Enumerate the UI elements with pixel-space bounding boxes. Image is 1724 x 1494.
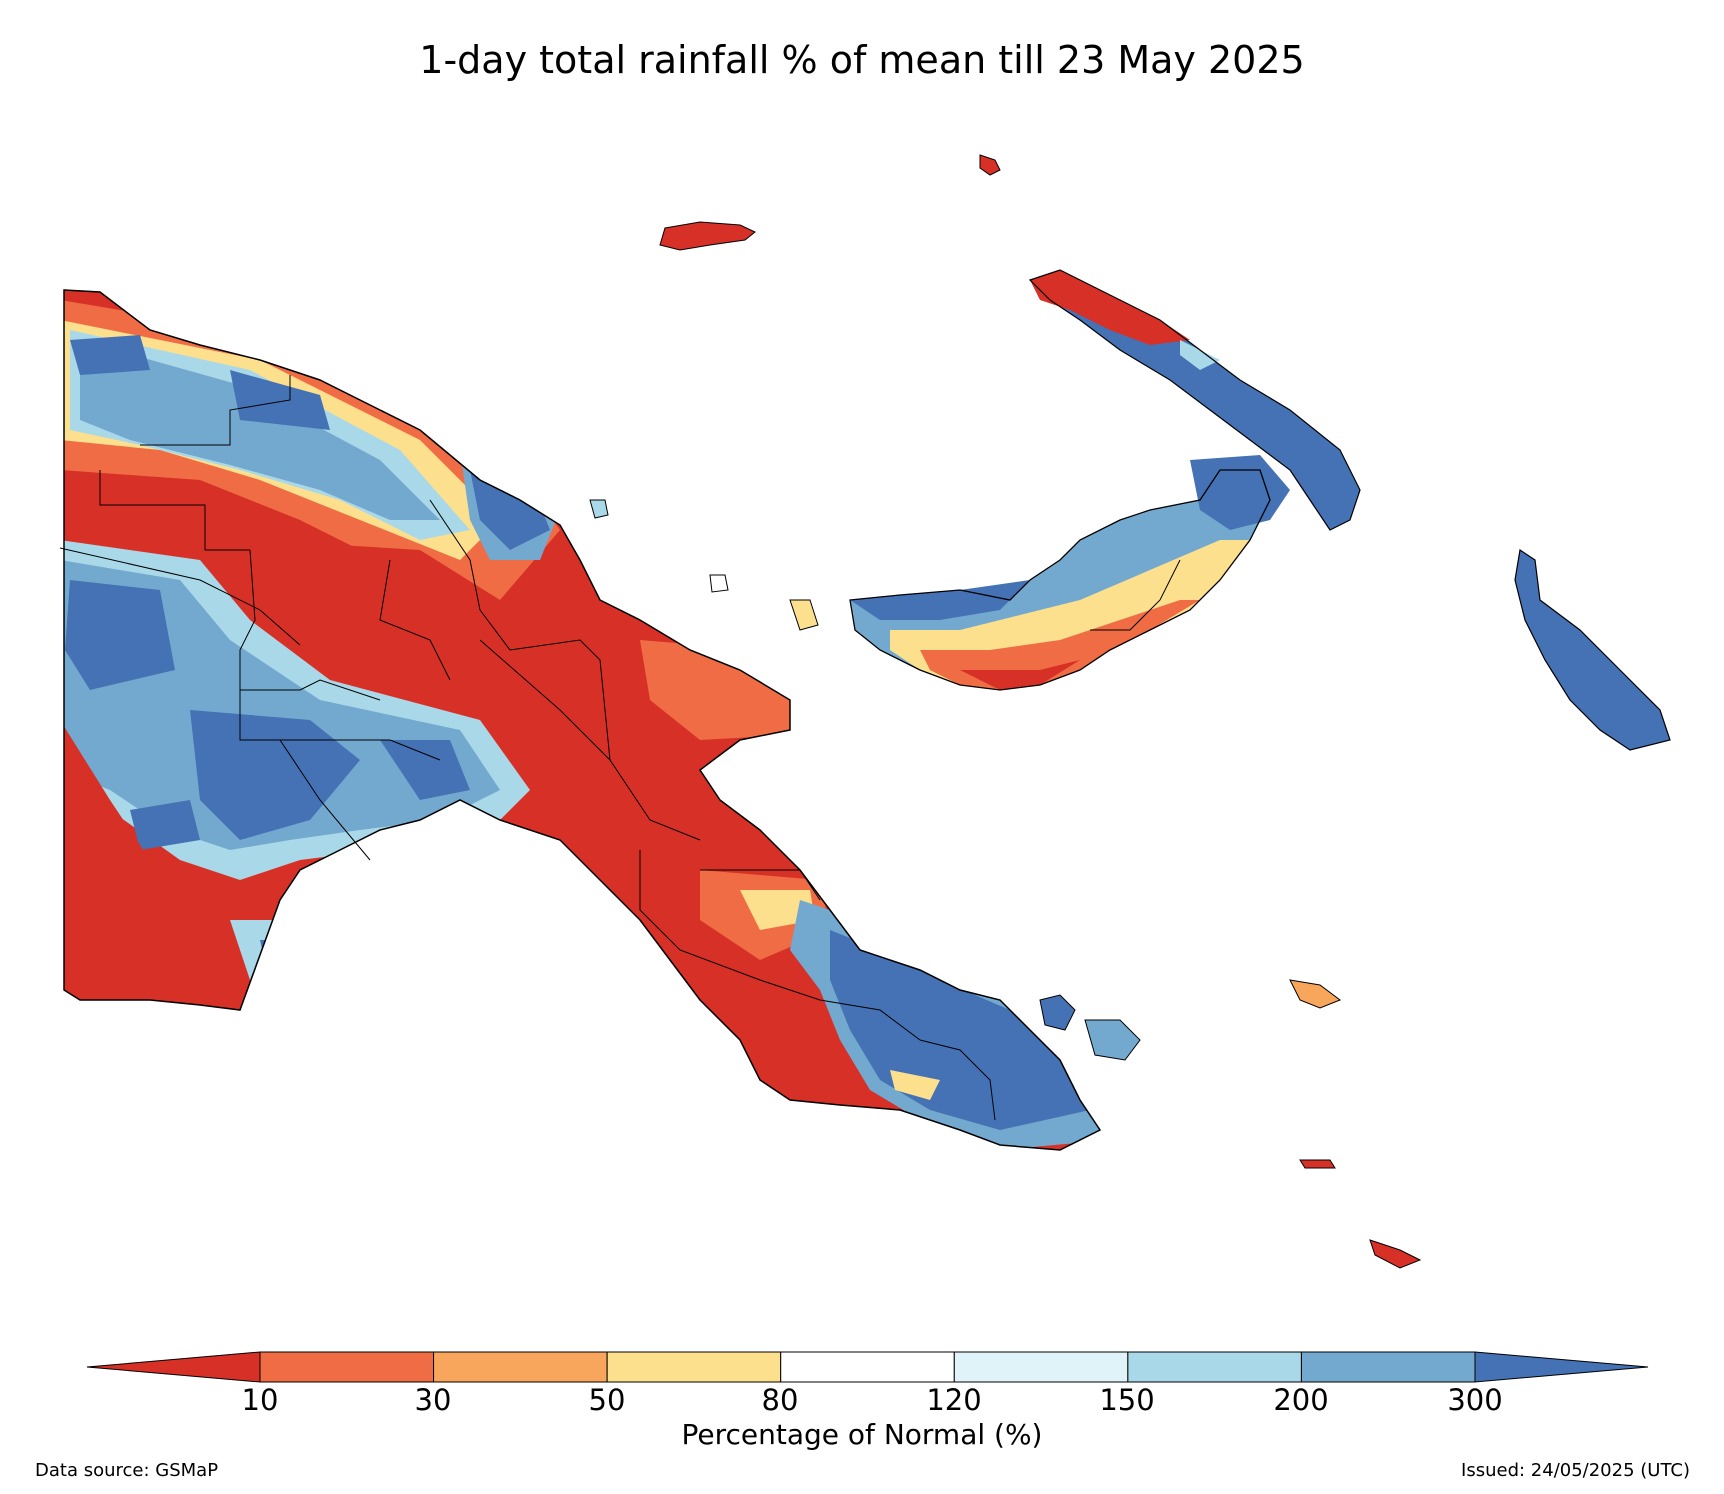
colorbar-segment xyxy=(606,1351,782,1383)
island-longisland xyxy=(789,599,819,631)
colorbar-tick-label: 150 xyxy=(1099,1383,1155,1417)
map-title: 1-day total rainfall % of mean till 23 M… xyxy=(419,38,1305,82)
data-source: Data source: GSMaP xyxy=(35,1460,219,1481)
island-karkar xyxy=(589,499,609,519)
island-goodenough xyxy=(1039,994,1076,1031)
new-ireland-region xyxy=(1028,269,1361,531)
issued-date: Issued: 24/05/2025 (UTC) xyxy=(1461,1460,1690,1481)
colorbar-tick-label: 80 xyxy=(761,1383,799,1417)
manus-island xyxy=(659,221,756,251)
colorbar-segment xyxy=(953,1351,1129,1383)
colorbar-tick-label: 120 xyxy=(926,1383,982,1417)
new-britain-region xyxy=(849,455,1290,691)
island-mussau xyxy=(979,154,1001,176)
colorbar-segment xyxy=(1127,1351,1302,1383)
colorbar-segment xyxy=(780,1351,955,1383)
colorbar-tick-label: 50 xyxy=(588,1383,626,1417)
colorbar-title: Percentage of Normal (%) xyxy=(681,1418,1043,1451)
island-rossel xyxy=(1369,1239,1422,1269)
island-umboi xyxy=(709,574,729,593)
colorbar-tick-label: 200 xyxy=(1273,1383,1329,1417)
island-woodlark xyxy=(1289,979,1342,1009)
island-sudest xyxy=(1299,1159,1336,1169)
colorbar-segment xyxy=(259,1351,435,1383)
island-fergusson xyxy=(1084,1019,1141,1061)
colorbar-segment xyxy=(433,1351,608,1383)
colorbar-tick-label: 10 xyxy=(241,1383,279,1417)
colorbar-segment xyxy=(1300,1351,1476,1383)
colorbar-tick-label: 30 xyxy=(414,1383,452,1417)
bougainville-island xyxy=(1514,548,1671,751)
province-boundaries xyxy=(59,375,996,1121)
colorbar-segments xyxy=(259,1351,1476,1383)
colorbar-extend-left xyxy=(86,1351,261,1383)
colorbar-tick-label: 300 xyxy=(1447,1383,1503,1417)
colorbar-extend-right xyxy=(1474,1351,1649,1383)
